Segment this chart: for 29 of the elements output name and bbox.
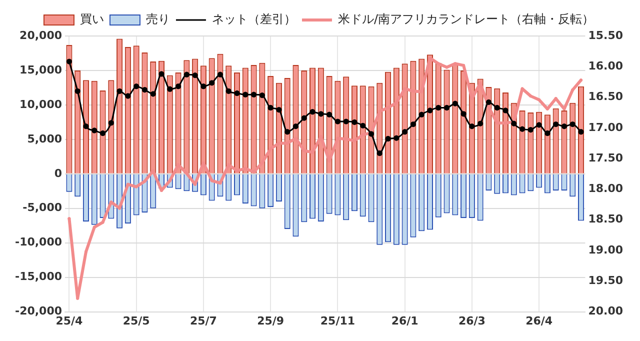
legend-label: 米ドル/南アフリカランドレート（右軸・反転） bbox=[338, 12, 594, 26]
y2-tick-label: 18.00 bbox=[588, 182, 624, 196]
y-tick-label: -15,000 bbox=[15, 270, 62, 284]
x-tick-label: 25/5 bbox=[122, 314, 150, 328]
y-tick-label: -5,000 bbox=[22, 201, 62, 214]
y-tick-label: 0 bbox=[54, 166, 62, 180]
legend-label: 買い bbox=[80, 12, 104, 26]
y2-tick-label: 19.50 bbox=[588, 274, 624, 288]
x-tick-label: 26/4 bbox=[526, 314, 553, 328]
x-tick-label: 25/9 bbox=[257, 314, 284, 328]
y-tick-label: 5,000 bbox=[27, 132, 62, 146]
x-tick-label: 26/1 bbox=[391, 314, 418, 328]
y2-tick-label: 19.00 bbox=[588, 243, 624, 256]
y2-tick-label: 17.00 bbox=[588, 120, 624, 134]
y2-tick-label: 20.00 bbox=[588, 304, 624, 318]
y2-tick-label: 16.00 bbox=[588, 60, 624, 73]
y2-tick-label: 16.50 bbox=[588, 90, 624, 104]
x-tick-label: 25/7 bbox=[190, 314, 217, 328]
y-tick-label: 15,000 bbox=[20, 63, 62, 76]
x-tick-label: 25/11 bbox=[320, 314, 356, 328]
y2-tick-label: 17.50 bbox=[588, 151, 624, 164]
legend-label: 売り bbox=[146, 12, 170, 26]
y-tick-label: -10,000 bbox=[15, 236, 62, 249]
y-tick-label: 20,000 bbox=[20, 28, 62, 42]
x-tick-label: 26/3 bbox=[458, 314, 486, 328]
y2-tick-label: 18.50 bbox=[588, 212, 624, 226]
y2-tick-label: 15.50 bbox=[588, 28, 624, 42]
legend-label: ネット（差引） bbox=[212, 12, 296, 26]
y-tick-label: 10,000 bbox=[20, 98, 62, 111]
